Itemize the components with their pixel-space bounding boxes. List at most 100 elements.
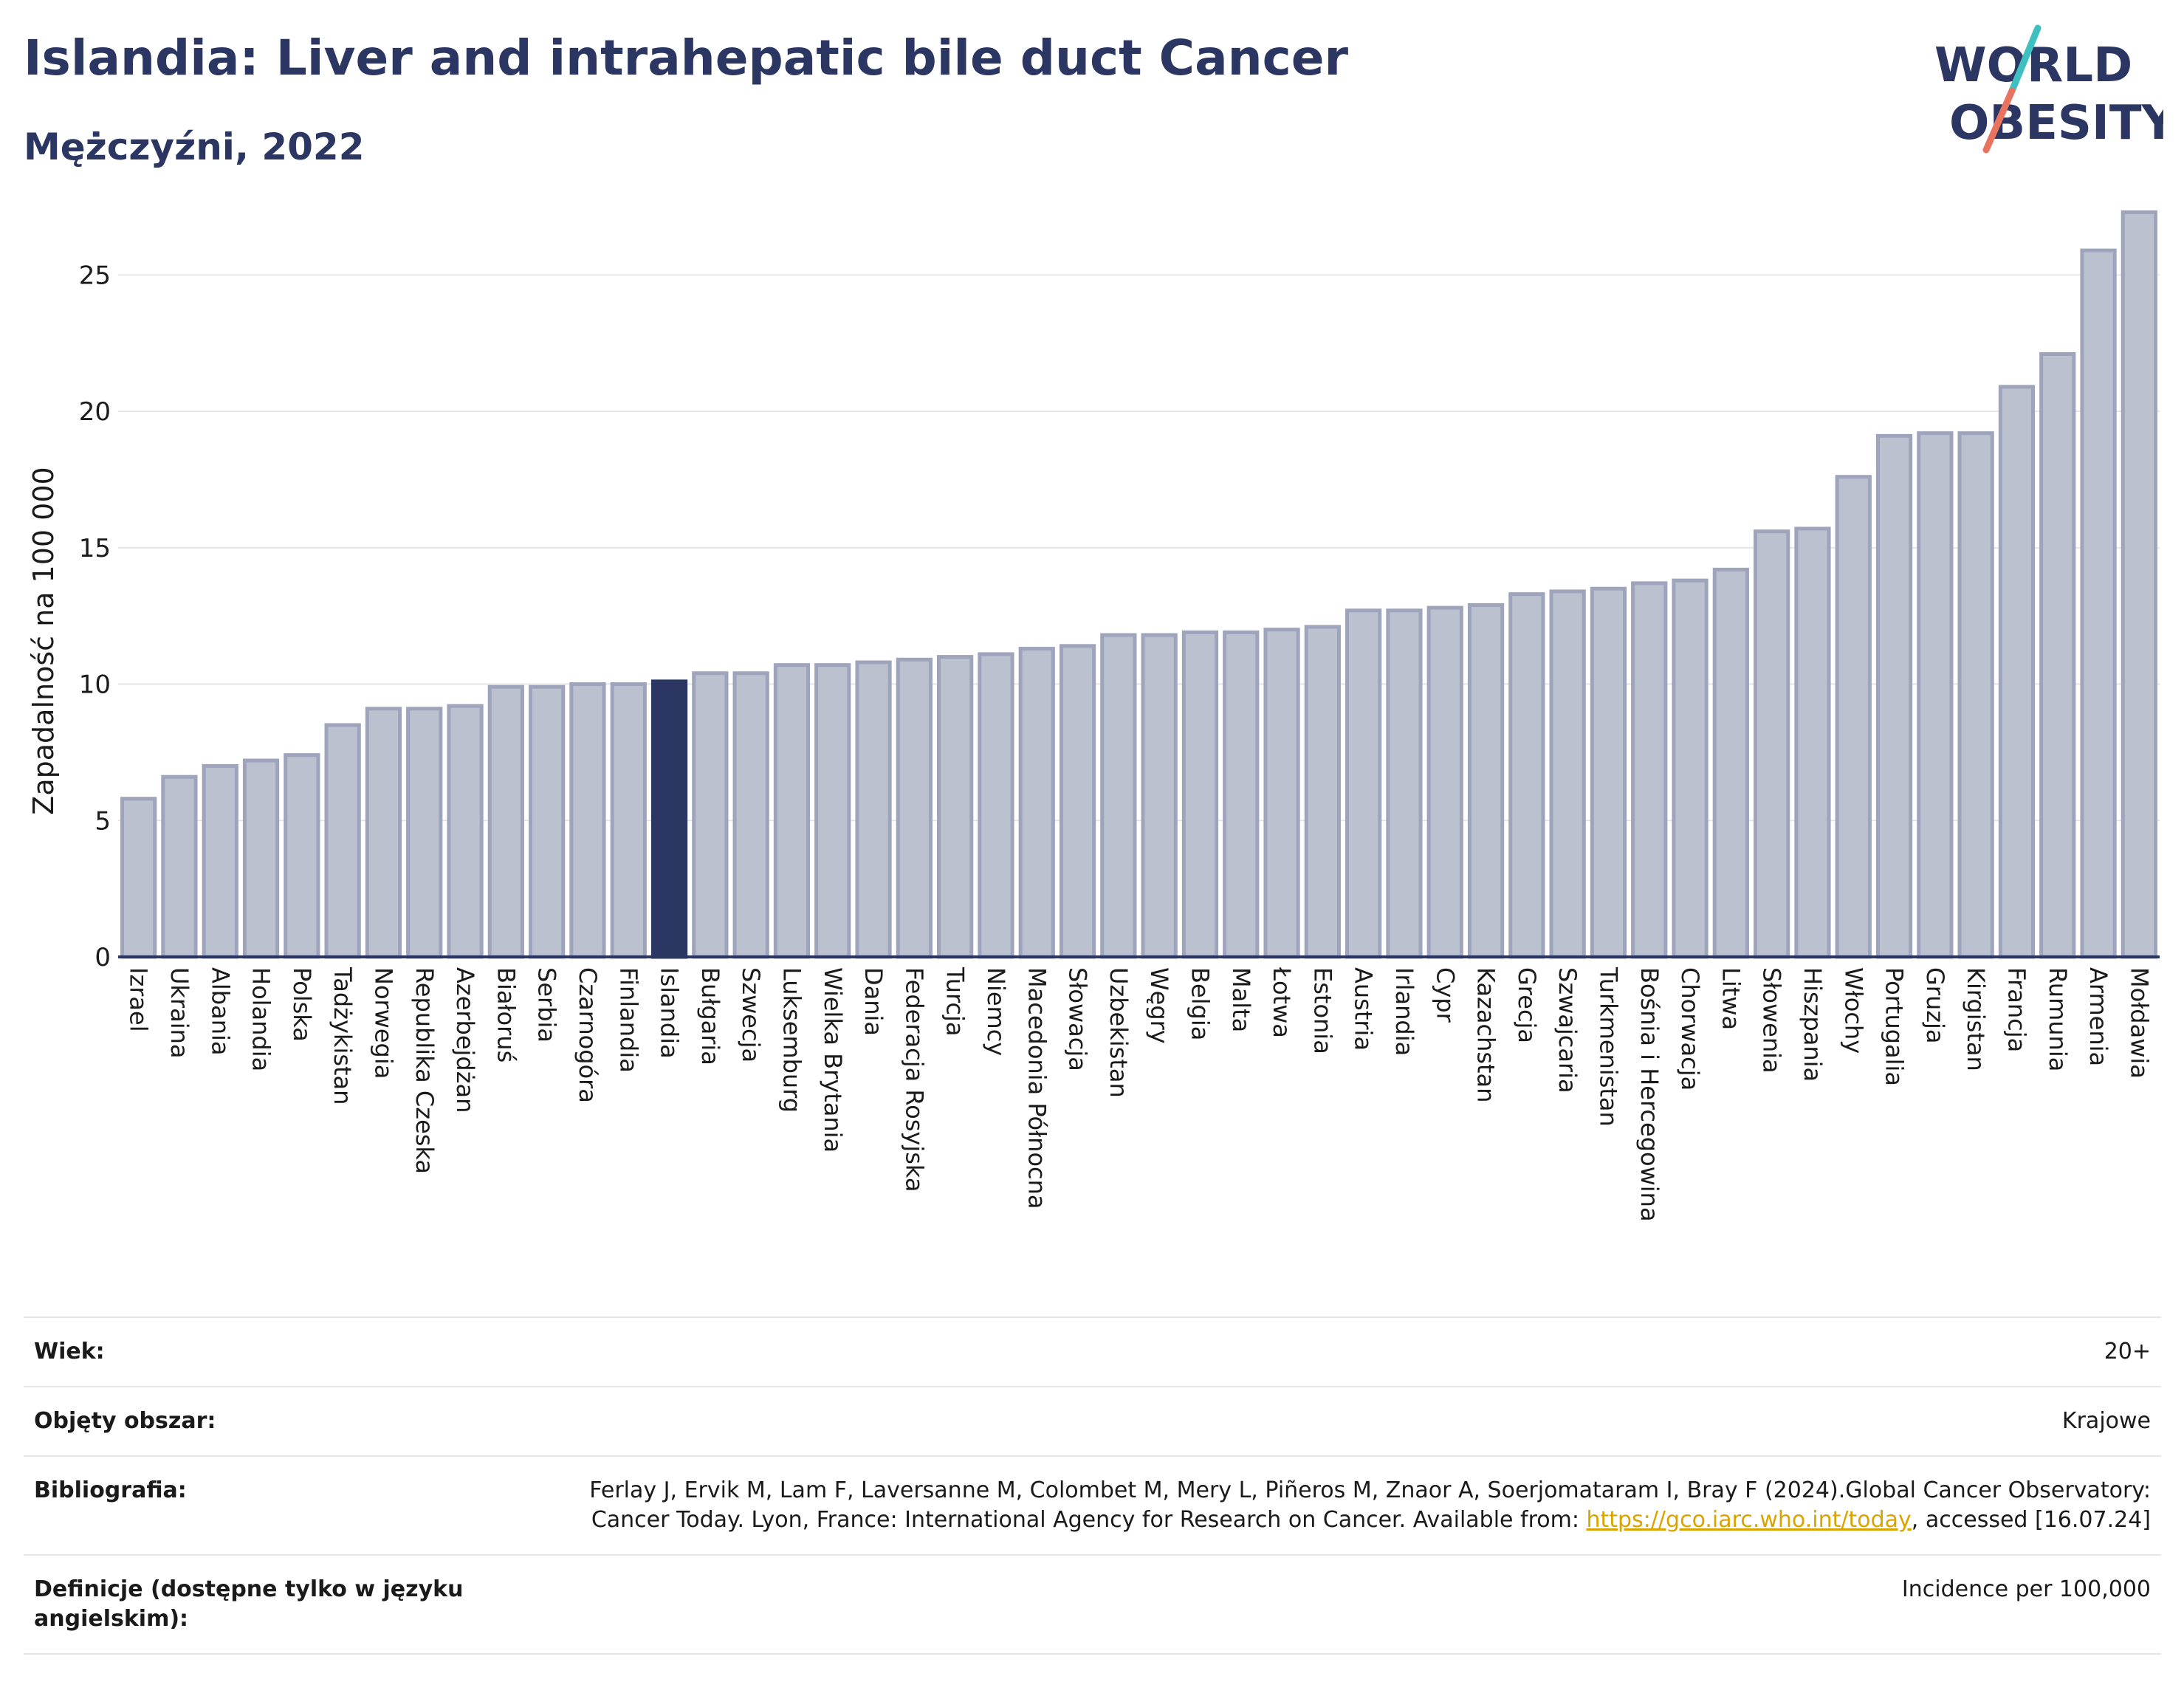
x-tick-label: Węgry [1145, 967, 1173, 1044]
x-tick-label: Serbia [533, 967, 561, 1043]
bar [732, 671, 769, 959]
y-tick-label: 5 [95, 806, 111, 836]
bar [324, 723, 361, 959]
metadata-table: Wiek: 20+ Objęty obszar: Krajowe Bibliog… [24, 1316, 2161, 1655]
bar [284, 753, 320, 959]
bar [650, 679, 688, 959]
x-tick-label: Finlandia [614, 967, 642, 1073]
bar [1386, 608, 1423, 959]
x-tick-label: Tadżykistan [329, 967, 357, 1105]
x-tick-label: Dania [859, 967, 887, 1036]
x-tick-label: Polska [288, 967, 316, 1042]
x-tick-label: Kirgistan [1962, 967, 1990, 1071]
x-tick-label: Ukraina [165, 967, 193, 1059]
x-tick-label: Federacja Rosyjska [900, 967, 928, 1192]
x-tick-label: Macedonia Północna [1023, 967, 1051, 1209]
page-title: Islandia: Liver and intrahepatic bile du… [24, 30, 1349, 86]
bar [1794, 526, 1831, 959]
x-tick-label: Litwa [1717, 967, 1745, 1030]
x-tick-label: Luksemburg [777, 967, 806, 1113]
x-tick-label: Czarnogóra [574, 967, 602, 1103]
page-subtitle: Mężczyźni, 2022 [24, 126, 365, 168]
meta-row-bibliography: Bibliografia: Ferlay J, Ervik M, Lam F, … [24, 1455, 2161, 1554]
bar [2039, 352, 2076, 959]
x-tick-label: Cypr [1431, 967, 1459, 1023]
y-tick-labels: 0 5 10 15 20 25 [79, 261, 111, 972]
x-tick-label: Białoruś [492, 967, 520, 1062]
x-tick-label: Izrael [125, 967, 153, 1032]
meta-label: Bibliografia: [34, 1477, 187, 1503]
x-tick-label: Szwecja [737, 967, 765, 1062]
bar [1917, 431, 1954, 959]
x-tick-label: Niemcy [982, 967, 1010, 1056]
x-tick-label: Słowenia [1758, 967, 1786, 1074]
meta-label: Objęty obszar: [34, 1408, 216, 1434]
bar [937, 655, 974, 959]
bar [896, 657, 933, 959]
meta-value: Krajowe [2061, 1408, 2151, 1434]
x-tick-label: Rumunia [2044, 967, 2072, 1071]
y-tick-label: 0 [95, 943, 111, 972]
x-tick-label: Kazachstan [1472, 967, 1500, 1102]
bar [447, 704, 484, 959]
bar [406, 707, 443, 959]
bar [855, 660, 892, 959]
bar [2121, 210, 2157, 959]
bar [610, 682, 647, 959]
bar [1549, 589, 1586, 959]
bar [1590, 586, 1627, 959]
bar [487, 684, 524, 959]
x-tick-label: Łotwa [1268, 967, 1296, 1038]
x-tick-labels: Izrael Ukraina Albania Holandia Polska Tadżyk… [125, 967, 2154, 1222]
x-tick-label: Gruzja [1921, 967, 1949, 1044]
bar [1426, 605, 1463, 959]
x-tick-label: Austria [1350, 967, 1378, 1051]
x-tick-label: Norwegia [369, 967, 397, 1079]
x-tick-label: Bośnia i Hercegowina [1635, 967, 1663, 1222]
bar [1631, 581, 1668, 959]
y-tick-label: 10 [79, 670, 111, 700]
bar [1712, 567, 1749, 959]
bibliography-text: Ferlay J, Ervik M, Lam F, Laversanne M, … [589, 1477, 2151, 1533]
bar [1508, 592, 1545, 959]
bar [1059, 644, 1096, 959]
bibliography-link[interactable]: https://gco.iarc.who.int/today [1586, 1507, 1912, 1533]
meta-row-definitions: Definicje (dostępne tylko w języku angie… [24, 1554, 2161, 1655]
x-tick-label: Turkmenistan [1594, 967, 1622, 1127]
bar [1141, 633, 1178, 959]
bar [120, 797, 157, 959]
x-tick-label: Malta [1227, 967, 1255, 1032]
x-tick-label: Portugalia [1881, 967, 1909, 1086]
bar [161, 775, 198, 959]
x-tick-label: Hiszpania [1799, 967, 1827, 1082]
bar [1223, 630, 1260, 959]
meta-value: Incidence per 100,000 [1901, 1576, 2151, 1602]
x-tick-label: Irlandia [1390, 967, 1418, 1056]
x-tick-label: Albania [206, 967, 234, 1055]
x-tick-label: Chorwacja [1676, 967, 1704, 1091]
bar [692, 671, 729, 959]
meta-value: Ferlay J, Ervik M, Lam F, Laversanne M, … [526, 1476, 2151, 1535]
x-tick-label: Turcja [941, 967, 969, 1037]
x-tick-label: Mołdawia [2125, 967, 2153, 1079]
logo-line2: OBESITY [1949, 96, 2163, 151]
bar [1875, 433, 1913, 959]
x-tick-label: Belgia [1186, 967, 1214, 1040]
bars [120, 210, 2157, 959]
bar [1181, 630, 1219, 959]
bar [242, 758, 280, 959]
y-tick-label: 25 [79, 261, 111, 290]
logo-slash-teal [2008, 24, 2042, 95]
meta-label: Definicje (dostępne tylko w języku angie… [34, 1576, 464, 1632]
bar [1672, 578, 1709, 959]
bar [1754, 529, 1790, 959]
bar [1018, 647, 1055, 959]
bar [1835, 475, 1872, 959]
x-tick-label: Estonia [1308, 967, 1336, 1054]
bar [1957, 431, 1994, 959]
bar [1467, 602, 1505, 959]
bar [773, 663, 811, 959]
x-tick-label: Republika Czeska [411, 967, 439, 1174]
logo-line1: WORLD [1934, 38, 2132, 93]
bar [569, 682, 606, 959]
